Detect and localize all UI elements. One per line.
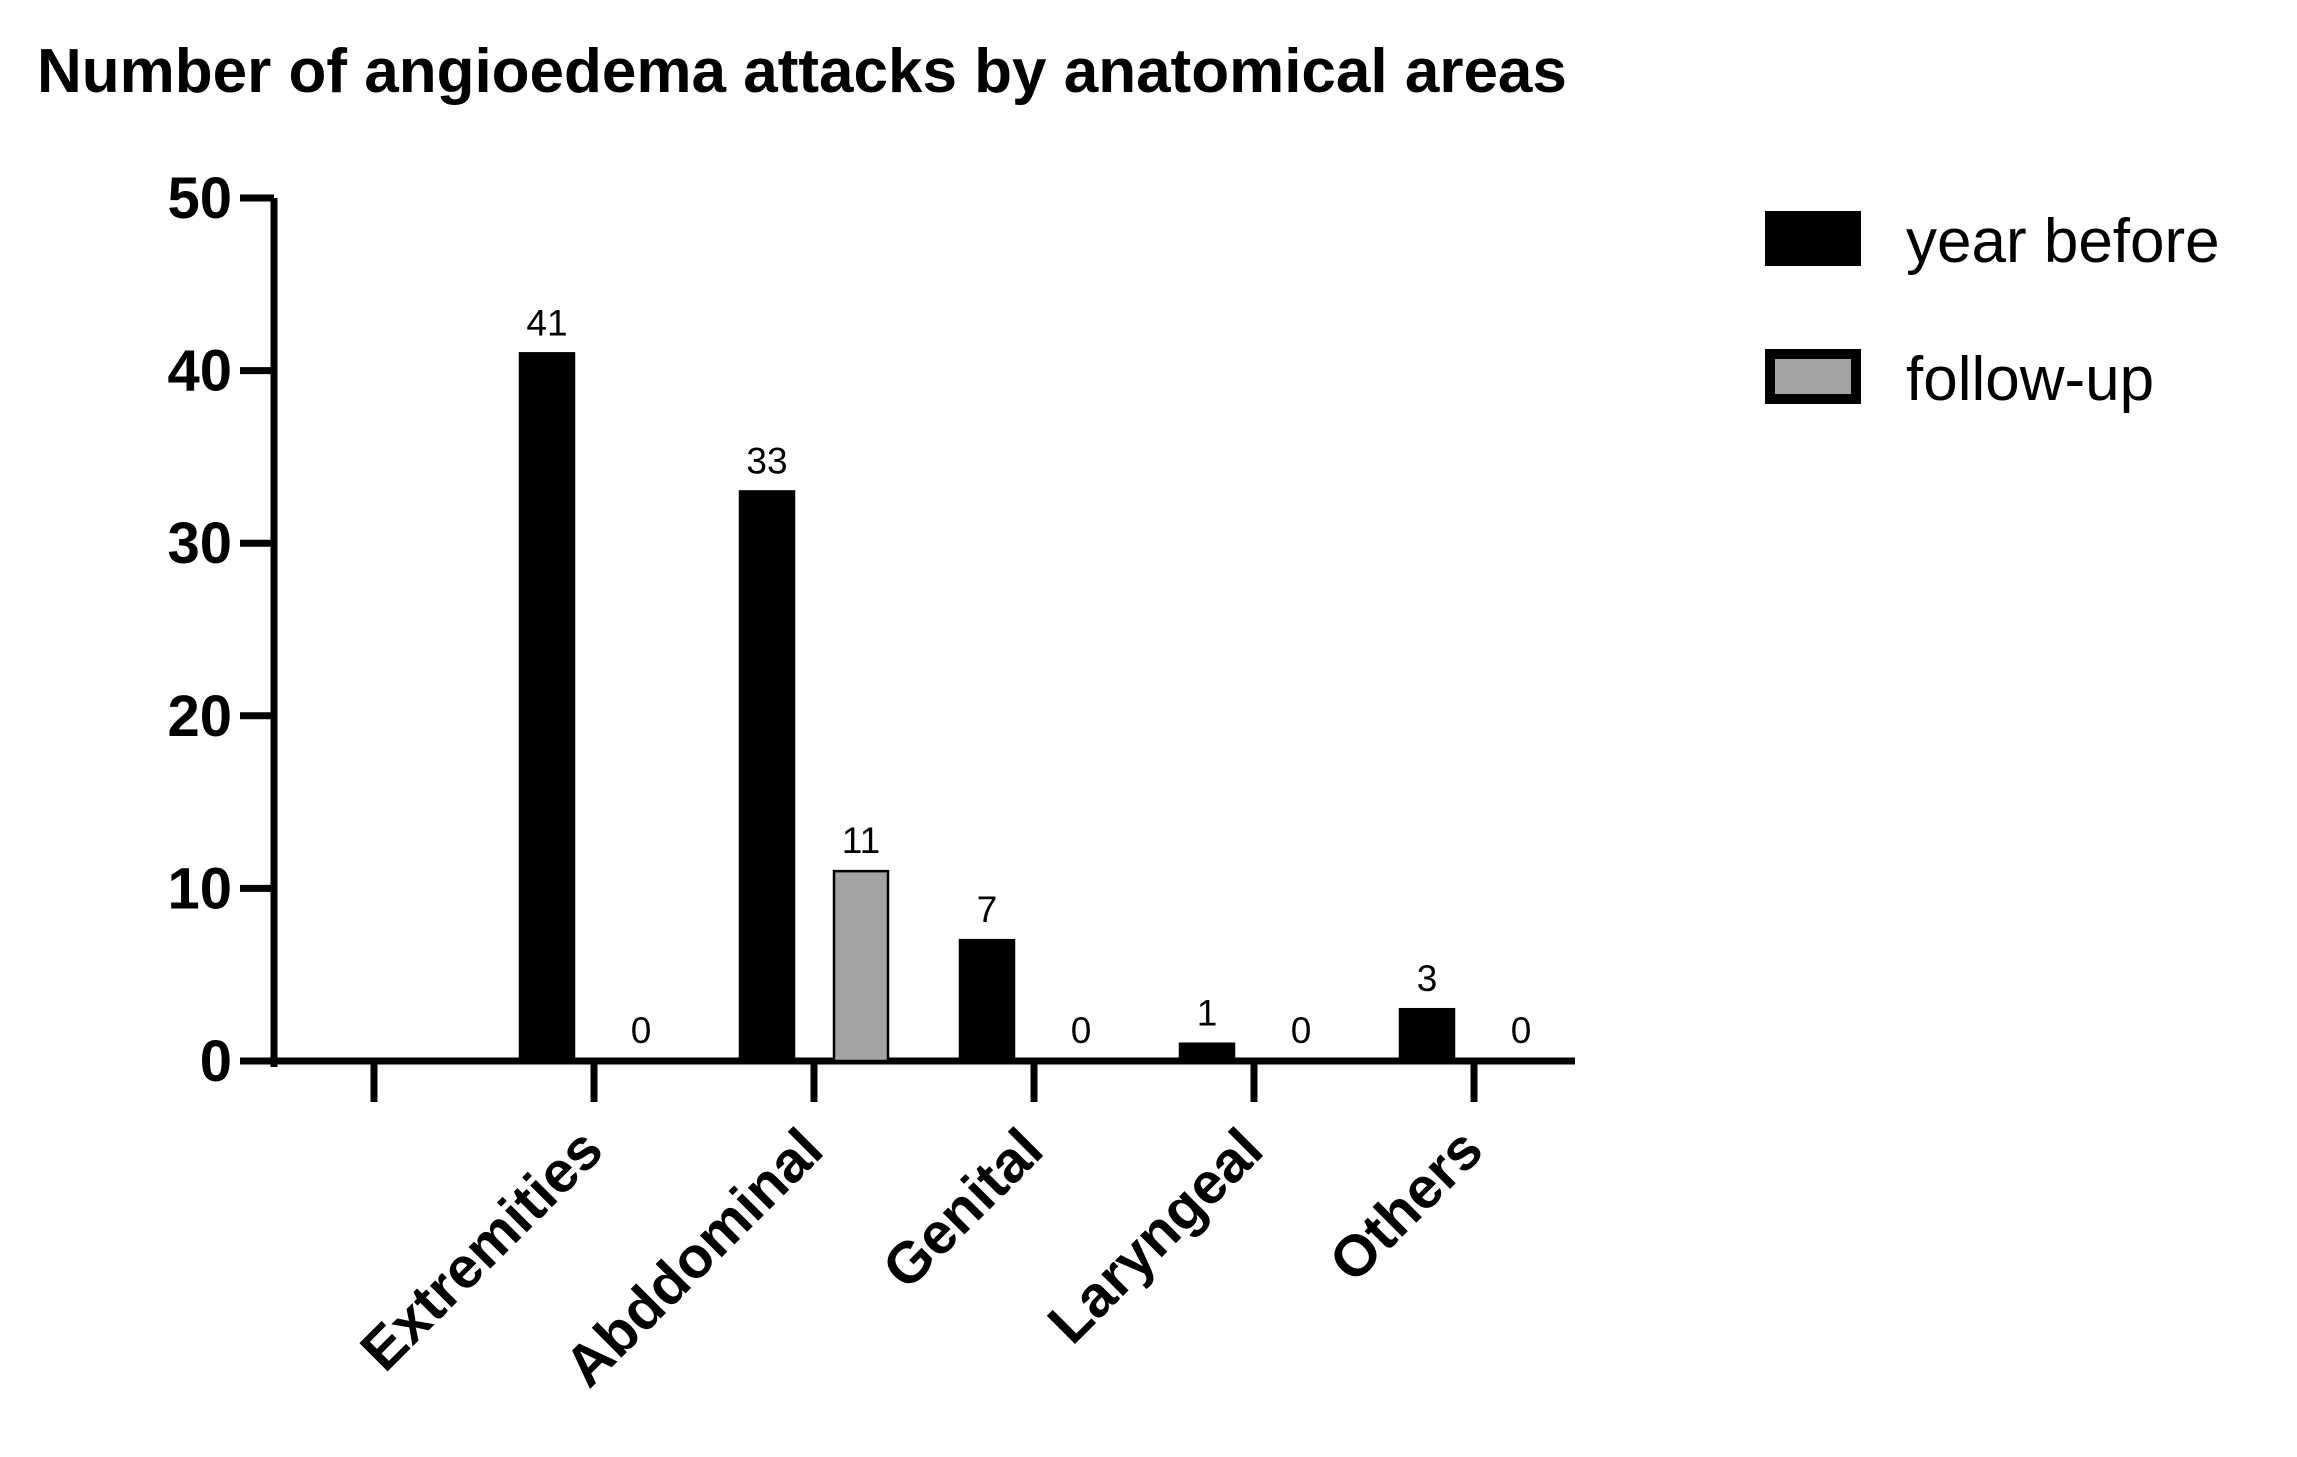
legend-label: follow-up: [1906, 345, 2154, 414]
bar-year-before-laryngeal: [1178, 1042, 1236, 1063]
bar-year-before-genital: [958, 938, 1016, 1063]
data-label: 3: [1417, 958, 1438, 999]
plot-area: 01020304050410Extremities3311Abddominal7…: [167, 166, 1575, 1399]
bar-year-before-abddominal: [738, 490, 796, 1063]
legend-swatch-follow-up: [1765, 349, 1861, 404]
y-tick-label: 50: [167, 166, 232, 231]
data-label: 33: [746, 440, 787, 481]
y-tick-label: 10: [167, 856, 232, 921]
bar-year-before-others: [1398, 1007, 1456, 1063]
data-label: 11: [842, 820, 880, 861]
x-tick-label: Others: [1317, 1116, 1495, 1294]
y-tick-label: 20: [167, 684, 232, 749]
y-tick-label: 40: [167, 339, 232, 404]
y-tick-label: 30: [167, 511, 232, 576]
data-label: 0: [631, 1010, 652, 1051]
legend-label: year before: [1906, 207, 2220, 276]
legend: year before follow-up: [1765, 207, 2220, 414]
data-label: 1: [1197, 993, 1218, 1034]
chart-title: Number of angioedema attacks by anatomic…: [37, 37, 1567, 106]
data-label: 0: [1511, 1010, 1532, 1051]
data-label: 0: [1291, 1010, 1312, 1051]
data-label: 7: [977, 889, 998, 930]
x-tick-label: Laryngeal: [1035, 1116, 1275, 1356]
legend-swatch-year-before: [1765, 211, 1861, 266]
x-tick-label: Genital: [870, 1116, 1055, 1301]
y-tick-label: 0: [200, 1029, 232, 1094]
bar-year-before-extremities: [518, 352, 576, 1063]
data-label: 0: [1071, 1010, 1092, 1051]
bar-follow-up-abddominal: [832, 869, 890, 1063]
data-label: 41: [526, 302, 567, 343]
